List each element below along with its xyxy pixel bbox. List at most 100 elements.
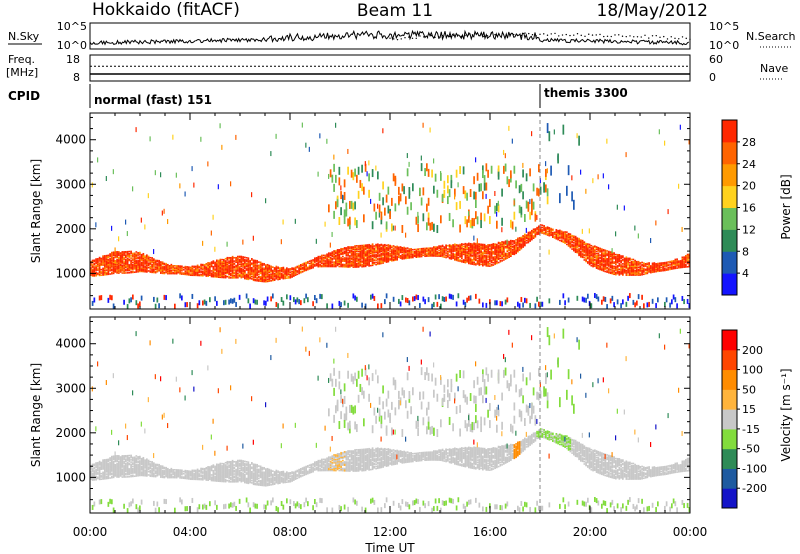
power-cell bbox=[506, 243, 509, 246]
power-cell bbox=[585, 249, 587, 252]
power-cell bbox=[105, 263, 108, 266]
power-cell bbox=[658, 269, 661, 271]
power-cell bbox=[644, 269, 647, 272]
power-cell bbox=[494, 253, 496, 256]
power-cell bbox=[328, 256, 330, 259]
power-cell bbox=[336, 264, 339, 267]
power-cell bbox=[489, 256, 491, 258]
power-cell bbox=[179, 266, 181, 269]
power-cell bbox=[200, 136, 202, 142]
power-cell bbox=[580, 246, 582, 248]
noise-search-point bbox=[621, 35, 624, 37]
power-cell bbox=[506, 297, 509, 303]
power-cell bbox=[261, 273, 264, 276]
power-cell bbox=[280, 297, 283, 303]
power-cell bbox=[235, 268, 237, 270]
power-cell bbox=[216, 262, 218, 265]
power-cell bbox=[144, 266, 146, 269]
power-cell bbox=[277, 276, 279, 279]
power-cell bbox=[681, 295, 684, 301]
power-cell bbox=[440, 245, 442, 247]
power-cell bbox=[212, 271, 215, 274]
power-cell bbox=[688, 256, 691, 259]
power-cell bbox=[97, 268, 99, 270]
power-cell bbox=[93, 262, 96, 265]
power-cell bbox=[226, 241, 228, 247]
power-cell bbox=[518, 237, 521, 239]
power-cell bbox=[385, 249, 388, 251]
power-cell bbox=[370, 245, 372, 248]
power-cell bbox=[161, 266, 164, 269]
noise-left-label: N.Sky bbox=[8, 30, 40, 43]
power-cell bbox=[230, 258, 232, 260]
power-cell bbox=[606, 259, 608, 261]
power-cell bbox=[620, 269, 622, 272]
power-cell bbox=[494, 244, 496, 247]
power-cell bbox=[249, 265, 251, 268]
power-cell bbox=[487, 258, 489, 261]
power-cell bbox=[662, 262, 664, 264]
power-cell bbox=[123, 256, 125, 259]
power-cell bbox=[328, 260, 330, 262]
power-cell bbox=[671, 262, 673, 265]
power-cell bbox=[375, 251, 377, 254]
power-cell bbox=[126, 231, 128, 237]
power-cell bbox=[223, 265, 225, 268]
power-cell bbox=[203, 272, 206, 275]
power-cell bbox=[319, 293, 321, 299]
power-cell bbox=[608, 250, 610, 253]
power-cell bbox=[256, 265, 258, 268]
power-cell bbox=[657, 262, 659, 265]
power-cell bbox=[223, 271, 225, 273]
power-cell bbox=[501, 245, 503, 248]
power-cell bbox=[588, 249, 591, 251]
power-cell bbox=[249, 273, 251, 275]
power-cell bbox=[501, 248, 503, 251]
power-cell bbox=[522, 235, 524, 237]
power-cell bbox=[518, 239, 521, 241]
power-cell bbox=[478, 248, 481, 251]
power-cell bbox=[461, 255, 463, 257]
power-cell bbox=[107, 271, 110, 273]
power-cell bbox=[119, 271, 122, 273]
power-cell bbox=[357, 166, 360, 175]
power-cell bbox=[433, 246, 435, 248]
power-cell bbox=[245, 269, 248, 271]
power-cell bbox=[447, 251, 449, 254]
power-cell bbox=[121, 259, 124, 262]
power-cell bbox=[184, 272, 187, 275]
power-cell bbox=[499, 247, 502, 250]
power-cell bbox=[172, 267, 174, 269]
power-cell bbox=[382, 181, 384, 190]
power-cell bbox=[447, 252, 449, 255]
power-cell bbox=[604, 259, 607, 262]
power-cell bbox=[611, 270, 614, 273]
power-cell bbox=[112, 303, 115, 309]
power-cell bbox=[597, 174, 599, 180]
power-cell bbox=[466, 258, 468, 261]
power-cell bbox=[210, 263, 213, 266]
power-cell bbox=[378, 261, 381, 264]
power-cell bbox=[137, 259, 139, 262]
power-cell bbox=[503, 254, 505, 257]
power-cell bbox=[312, 264, 314, 267]
power-cell bbox=[517, 246, 519, 249]
power-cell bbox=[555, 232, 558, 234]
power-cell bbox=[279, 271, 281, 274]
power-cell bbox=[140, 268, 143, 270]
power-cell bbox=[305, 268, 307, 271]
power-cell bbox=[636, 274, 638, 276]
power-cell bbox=[471, 255, 474, 258]
power-cell bbox=[497, 241, 500, 244]
power-cell bbox=[627, 269, 629, 272]
power-cell bbox=[611, 272, 614, 275]
power-cell bbox=[93, 268, 96, 271]
power-cell bbox=[648, 267, 650, 270]
power-cell bbox=[249, 303, 251, 309]
power-cell bbox=[354, 250, 356, 253]
power-cell bbox=[247, 274, 250, 276]
power-cell bbox=[471, 247, 474, 250]
power-cell bbox=[391, 259, 393, 262]
power-cell bbox=[354, 248, 356, 251]
power-cell bbox=[657, 270, 659, 273]
